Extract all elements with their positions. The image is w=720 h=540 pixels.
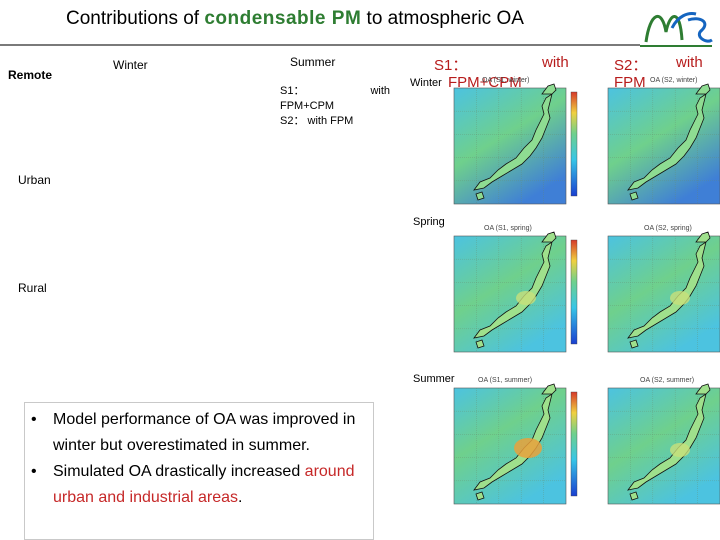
map-s2-spring	[607, 231, 720, 353]
legend-s2: S2： with FPM	[280, 115, 354, 127]
season-label-summer: Summer	[413, 373, 455, 385]
panel-caption: OA (S2, spring)	[644, 225, 692, 232]
finding-text: Simulated OA drastically increased	[53, 463, 305, 480]
legend-s1-detail: FPM+CPM	[280, 100, 335, 112]
scenario-s2-title: S2：	[614, 57, 648, 74]
panel-caption: OA (S1, summer)	[478, 377, 533, 384]
legend-s1-row: S1： with	[280, 84, 390, 99]
season-label-spring: Spring	[413, 216, 445, 228]
scenario-s1-subtitle: FPM+CPM	[448, 74, 522, 91]
page-title: Contributions of condensable PM to atmos…	[66, 8, 524, 30]
logo-graphic	[640, 12, 713, 47]
finding-emphasis: around urban and industrial areas	[53, 463, 355, 506]
map-colorbar	[570, 239, 578, 345]
title-prefix: Contributions of	[66, 8, 205, 29]
scenario-s2-with: with	[676, 54, 703, 71]
title-suffix: to atmospheric OA	[361, 8, 524, 29]
map-panel-s1-winter: OA (S1, winter)	[446, 77, 582, 210]
finding-text: Model performance of OA was improved in …	[53, 411, 356, 454]
row-label-urban: Urban	[18, 173, 51, 187]
map-hotspot	[670, 443, 690, 457]
scenario-s2-subtitle: FPM	[614, 74, 646, 91]
map-hotspot	[670, 291, 690, 305]
legend-s1-with: with	[370, 85, 390, 97]
panel-caption: OA (S1, winter)	[482, 77, 530, 84]
map-s1-summer	[453, 383, 578, 505]
map-coastline	[627, 231, 711, 349]
scenario-s1-with: with	[542, 54, 569, 71]
findings-list: Model performance of OA was improved in …	[25, 407, 373, 511]
map-colorbar	[570, 391, 578, 497]
season-label-winter-maps: Winter	[410, 77, 442, 89]
map-coastline	[473, 383, 557, 501]
panel-caption: OA (S2, winter)	[650, 77, 698, 84]
title-highlight: condensable PM	[204, 8, 362, 29]
map-panel-s2-spring: OA (S2, spring)	[600, 225, 720, 358]
panel-caption: OA (S1, spring)	[484, 225, 532, 232]
map-coastline	[473, 83, 557, 201]
title-divider	[0, 44, 640, 46]
row-label-rural: Rural	[18, 281, 47, 295]
scenario-legend: S1： with FPM+CPM S2： with FPM	[280, 84, 390, 129]
map-hotspot	[516, 291, 536, 305]
map-s2-winter	[607, 83, 720, 205]
finding-item: Model performance of OA was improved in …	[31, 407, 373, 459]
findings-box: Model performance of OA was improved in …	[24, 402, 374, 540]
season-label-winter: Winter	[113, 58, 148, 72]
map-hotspot	[514, 438, 542, 458]
map-coastline	[473, 231, 557, 349]
legend-s1-label: S1：	[280, 85, 305, 97]
map-s1-spring	[453, 231, 578, 353]
map-colorbar	[570, 91, 578, 197]
season-label-summer-top: Summer	[290, 55, 336, 69]
scenario-s1-title: S1：	[434, 57, 468, 74]
organization-logo	[636, 2, 716, 50]
map-panel-s2-summer: OA (S2, summer)	[600, 377, 720, 510]
map-panel-s1-summer: OA (S1, summer)	[446, 377, 582, 510]
row-label-remote: Remote	[8, 68, 53, 82]
map-coastline	[627, 83, 711, 201]
panel-caption: OA (S2, summer)	[640, 377, 695, 384]
map-panel-s1-spring: OA (S1, spring)	[446, 225, 582, 358]
map-panel-s2-winter: OA (S2, winter)	[600, 77, 720, 210]
map-s2-summer	[607, 383, 720, 505]
map-coastline	[627, 383, 711, 501]
map-s1-winter	[453, 83, 578, 205]
finding-text-end: .	[238, 489, 243, 506]
finding-item: Simulated OA drastically increased aroun…	[31, 459, 373, 511]
